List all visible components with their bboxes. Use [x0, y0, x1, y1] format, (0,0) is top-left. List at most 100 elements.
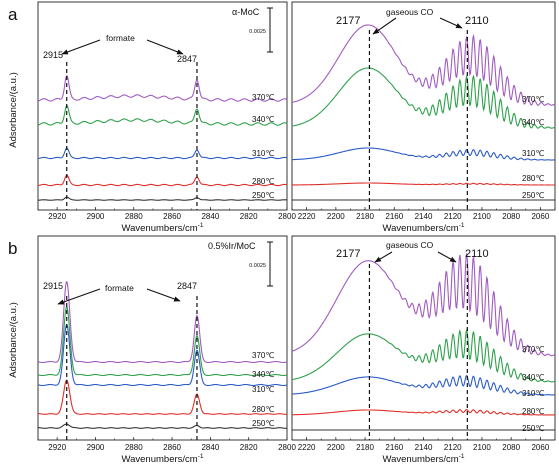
annotation-gaseous-co-b: gaseous CO: [386, 240, 434, 250]
x-tick-label: 2100: [473, 443, 491, 452]
x-tick-label: 2080: [502, 443, 520, 452]
spectrum-line-370℃: [291, 24, 556, 106]
x-tick-label: 2880: [125, 443, 143, 452]
x-tick-label: 2180: [356, 212, 374, 221]
spectrum-line-310℃: [37, 324, 288, 387]
y-axis-label-top: Adsorbance/(a.u.): [8, 72, 19, 148]
series-label: 310℃: [252, 149, 274, 158]
panel-a-CO: 2220 2200 2180 2160 2140 2120 2100 2080 2060 Wave…: [291, 1, 556, 234]
peak-label-2847-b: 2847: [177, 281, 197, 291]
spectrum-line-310℃: [291, 147, 556, 161]
series-label: 250℃: [252, 419, 274, 428]
x-axis-label: Wavenumbers/cm-1: [383, 453, 465, 465]
spectrum-line-340℃: [37, 105, 288, 126]
scale-bar-a-label: 0.0025: [249, 29, 266, 35]
panel-letter-a: a: [8, 5, 18, 24]
spectrum-line-310℃: [37, 147, 288, 160]
x-tick-label: 2840: [201, 443, 219, 452]
panel-letter-b: b: [8, 239, 17, 258]
arrow-formate-left: [61, 39, 101, 55]
x-tick-label: 2840: [201, 212, 219, 221]
series-label: 310℃: [522, 389, 544, 398]
x-tick-label: 2120: [444, 443, 462, 452]
spectrum-line-280℃: [291, 182, 555, 186]
x-tick-label: 2080: [502, 212, 520, 221]
x-tick-label: 2060: [531, 212, 549, 221]
x-tick-label: 2800: [278, 212, 296, 221]
x-axis-label: Wavenumbers/cm-1: [383, 222, 465, 234]
series-label: 340℃: [522, 373, 544, 382]
spectrum-line-340℃: [37, 306, 288, 377]
scale-bar-b-label: 0.0025: [249, 263, 266, 269]
x-tick-label: 2800: [278, 443, 296, 452]
series-label: 310℃: [522, 149, 544, 158]
x-tick-label: 2160: [385, 443, 403, 452]
series-label: 280℃: [252, 177, 274, 186]
y-axis-label-bottom: Adsorbance/(a.u.): [8, 302, 19, 378]
spectrum-line-280℃: [291, 409, 555, 416]
x-tick-label: 2180: [356, 443, 374, 452]
spectrum-line-280℃: [37, 174, 288, 187]
arrow-co-right: [439, 17, 463, 29]
spectrum-line-370℃: [37, 75, 288, 102]
peak-label-2177-b: 2177: [336, 248, 360, 260]
plot-frame: [37, 1, 288, 211]
spectrum-line-370℃: [291, 253, 556, 357]
spectrum-line-340℃: [291, 67, 556, 129]
arrow-formate-right-b: [146, 288, 181, 302]
x-tick-label: 2900: [87, 212, 105, 221]
arrow-formate-left-b: [57, 288, 101, 305]
x-tick-label: 2920: [48, 443, 66, 452]
plot-frame: [291, 1, 556, 211]
x-tick-label: 2140: [415, 212, 433, 221]
x-tick-label: 2100: [473, 212, 491, 221]
series-label: 310℃: [252, 385, 274, 394]
x-axis-label: Wavenumbers/cm-1: [122, 453, 204, 465]
series-label: 340℃: [522, 118, 544, 127]
panel-a: 2920 2900 2880 2860 2840 2820 2800 Wavenumbers/…: [37, 1, 296, 234]
x-tick-label: 2060: [531, 443, 549, 452]
spectrum-line-340℃: [291, 328, 555, 383]
x-tick-label: 2220: [298, 443, 316, 452]
peak-label-2915: 2915: [43, 50, 63, 60]
series-label: 370℃: [252, 351, 274, 360]
x-tick-label: 2880: [125, 212, 143, 221]
annotation-gaseous-co-a: gaseous CO: [386, 7, 434, 17]
series-label: 340℃: [252, 370, 274, 379]
series-label: 280℃: [252, 405, 274, 414]
series-label: 370℃: [522, 345, 544, 354]
spectrum-line-310℃: [291, 374, 555, 396]
x-tick-label: 2220: [298, 212, 316, 221]
x-tick-label: 2160: [385, 212, 403, 221]
annotation-formate-a: formate: [106, 33, 135, 43]
sample-name-a: α-MoC: [232, 7, 260, 17]
spectrum-line-250℃: [37, 423, 288, 429]
series-label: 250℃: [522, 191, 544, 200]
peak-label-2915-b: 2915: [43, 281, 63, 291]
x-tick-label: 2820: [240, 443, 258, 452]
x-tick-label: 2900: [87, 443, 105, 452]
series-label: 280℃: [522, 407, 544, 416]
x-axis-label: Wavenumbers/cm-1: [122, 222, 204, 234]
series-label: 250℃: [252, 191, 274, 200]
panel-b-CO: 2220 2200 2180 2160 2140 2120 2100 2080 2060 Wave…: [291, 235, 556, 465]
x-tick-label: 2200: [327, 212, 345, 221]
x-tick-label: 2200: [327, 443, 345, 452]
x-tick-label: 2860: [163, 443, 181, 452]
x-tick-label: 2820: [240, 212, 258, 221]
peak-label-2177: 2177: [336, 15, 360, 27]
peak-label-2110-b: 2110: [465, 248, 489, 260]
series-label: 250℃: [522, 424, 544, 433]
series-label: 370℃: [252, 93, 274, 102]
plot-frame: [37, 235, 288, 441]
x-tick-label: 2860: [163, 212, 181, 221]
series-label: 370℃: [522, 95, 544, 104]
spectrum-line-280℃: [37, 379, 288, 415]
arrow-co-left-b: [374, 251, 393, 263]
x-tick-label: 2120: [444, 212, 462, 221]
spectrum-line-250℃: [37, 196, 288, 201]
annotation-formate-b: formate: [105, 283, 134, 293]
series-label: 340℃: [252, 115, 274, 124]
panel-b: 2920 2900 2880 2860 2840 2820 2800 Wavenumbers/…: [37, 235, 296, 465]
